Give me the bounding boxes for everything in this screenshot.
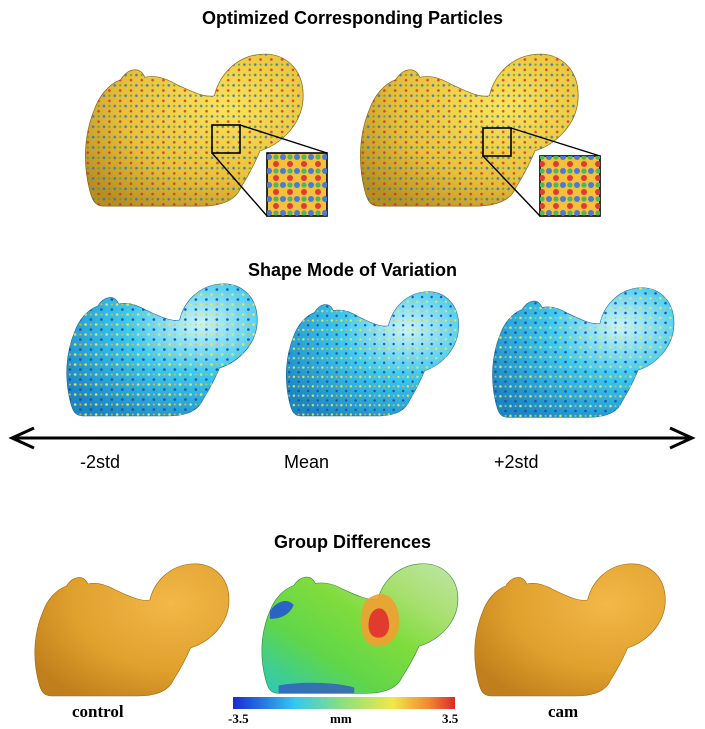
colorbar [233,697,455,709]
colorbar-min-label: -3.5 [228,711,249,726]
mode-label-mean: Mean [284,452,330,472]
colorbar-unit-label: mm [330,711,352,726]
group-femur-cam [474,563,666,697]
particles-zoom-right [482,127,601,217]
group-label-control: control [72,702,124,721]
variation-axis-arrow [8,426,696,450]
modes-title: Shape Mode of Variation [247,260,458,280]
mode-femur-mean [285,291,460,417]
groups-title: Group Differences [273,532,432,552]
group-label-cam: cam [548,702,579,721]
colorbar-max-label: 3.5 [442,711,459,726]
particles-title: Optimized Corresponding Particles [201,8,504,28]
mode-label-minus: -2std [80,452,121,472]
group-femur-difference [261,563,459,694]
particles-zoom-left [211,124,328,217]
mode-femur-plus [492,287,675,418]
mode-femur-minus [66,283,258,417]
mode-label-plus: +2std [494,452,539,472]
group-femur-control [34,563,230,697]
